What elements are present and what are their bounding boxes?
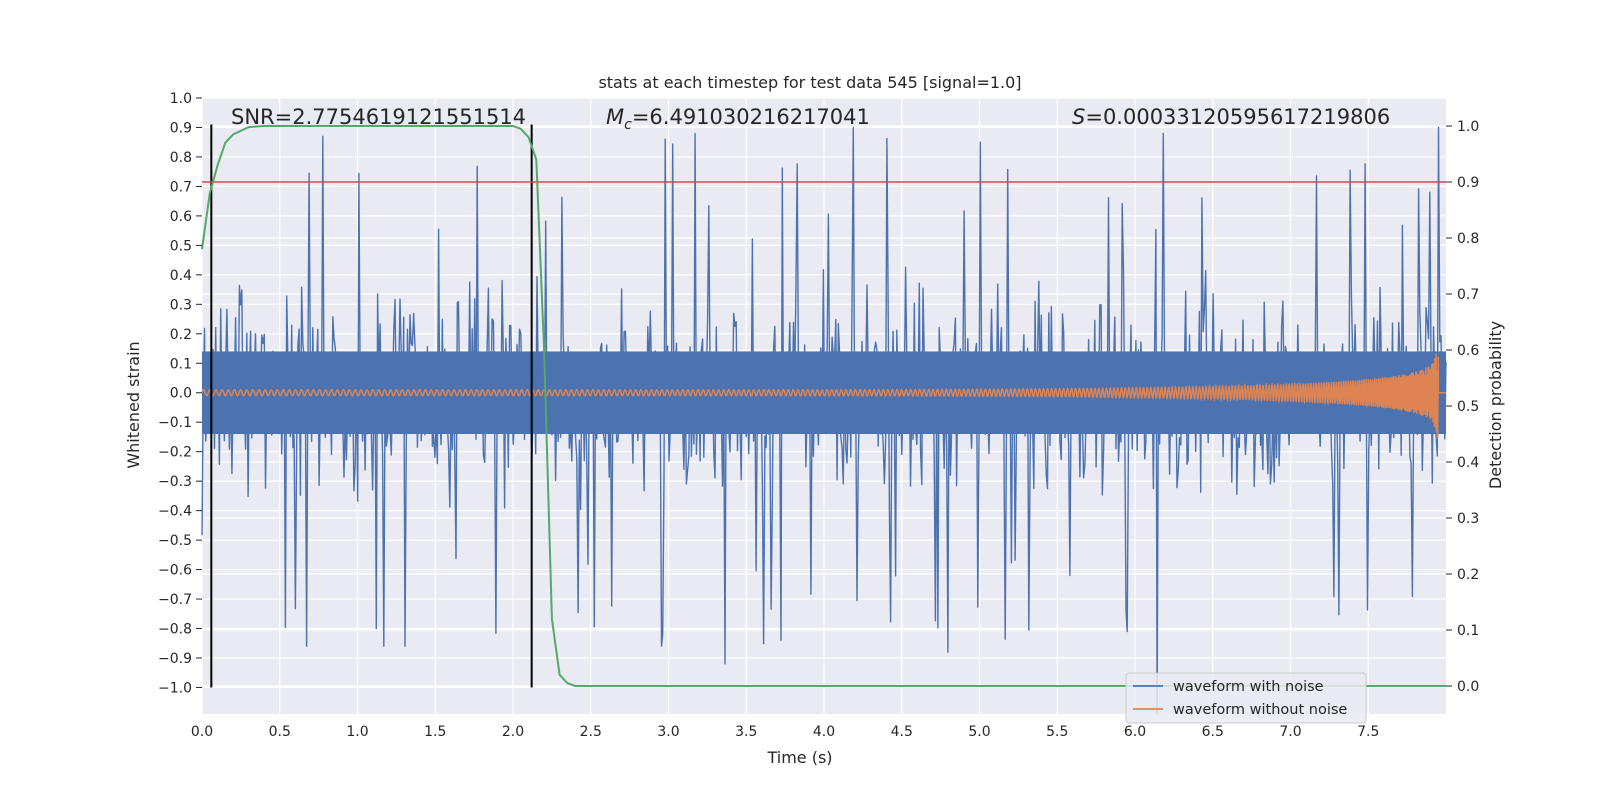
x-tick-label: 3.0 xyxy=(657,724,679,740)
y2-tick-label: 0.8 xyxy=(1457,231,1479,247)
y2-tick-label: 0.4 xyxy=(1457,455,1479,471)
clean-line xyxy=(201,353,1446,439)
y-tick-label: 0.5 xyxy=(170,238,192,254)
series-detection-probability xyxy=(201,125,1446,687)
y2-tick-label: 0.0 xyxy=(1457,679,1479,695)
y-tick-label: 1.0 xyxy=(170,91,192,107)
x-tick-label: 7.0 xyxy=(1279,724,1301,740)
probability-line xyxy=(201,125,1446,687)
annotation-chirp-mass-value: =6.491030216217041 xyxy=(632,105,870,129)
annotation-snr: SNR=2.7754619121551514 xyxy=(231,105,526,129)
y2-tick-label: 0.3 xyxy=(1457,511,1479,527)
legend-label-noise: waveform with noise xyxy=(1173,679,1324,695)
y-tick-label: −0.1 xyxy=(158,415,192,431)
y-tick-label: −0.9 xyxy=(158,651,192,667)
x-tick-label: 4.0 xyxy=(813,724,835,740)
y2-tick-label: 0.6 xyxy=(1457,343,1479,359)
x-tick-label: 5.0 xyxy=(968,724,990,740)
x-tick-label: 1.5 xyxy=(424,724,446,740)
x-axis-ticks: 0.0 0.5 1.0 1.5 2.0 2.5 3.0 3.5 4.0 4.5 5.0 5.5 6.0 6… xyxy=(191,724,1380,740)
annotation-significance: S=0.00033120595617219806 xyxy=(1072,105,1390,129)
y-tick-label: 0.0 xyxy=(170,386,192,402)
series-waveform-without-noise xyxy=(201,353,1446,439)
y-tick-label: 0.2 xyxy=(170,327,192,343)
vertical-markers xyxy=(210,124,533,688)
x-tick-label: 3.5 xyxy=(735,724,757,740)
y-tick-label: 0.1 xyxy=(170,356,192,372)
chart-title: stats at each timestep for test data 545… xyxy=(598,73,1021,92)
annotation-significance-value: =0.00033120595617219806 xyxy=(1085,105,1390,129)
y-tick-label: −0.3 xyxy=(158,474,192,490)
y-tick-label: −0.2 xyxy=(158,445,192,461)
y-tick-label: 0.6 xyxy=(170,209,192,225)
x-tick-label: 0.0 xyxy=(191,724,213,740)
annotation-chirp-mass: Mc=6.491030216217041 xyxy=(606,105,870,133)
x-tick-label: 6.5 xyxy=(1202,724,1224,740)
y2-tick-label: 0.1 xyxy=(1457,623,1479,639)
y-tick-label: 0.3 xyxy=(170,297,192,313)
x-tick-label: 2.0 xyxy=(502,724,524,740)
x-tick-label: 2.5 xyxy=(580,724,602,740)
y-tick-label: −0.5 xyxy=(158,533,192,549)
y2-tick-label: 0.7 xyxy=(1457,287,1479,303)
y-tick-label: −0.8 xyxy=(158,622,192,638)
legend-label-clean: waveform without noise xyxy=(1173,702,1347,718)
y2-tick-label: 0.5 xyxy=(1457,399,1479,415)
legend: waveform with noise waveform without noi… xyxy=(1125,672,1367,724)
annotation-chirp-mass-subscript: c xyxy=(624,117,632,133)
y-tick-label: −0.7 xyxy=(158,592,192,608)
x-tick-label: 1.0 xyxy=(346,724,368,740)
y2-tick-label: 1.0 xyxy=(1457,119,1479,135)
annotation-significance-symbol: S xyxy=(1072,105,1085,129)
y-axis-label: Whitened strain xyxy=(124,341,143,468)
y-axis-ticks: 1.0 0.9 0.8 0.7 0.6 0.5 0.4 0.3 0.2 0.1 0.0 −0.1 −0.… xyxy=(158,91,202,696)
x-tick-label: 6.0 xyxy=(1124,724,1146,740)
y-tick-label: 0.7 xyxy=(170,179,192,195)
y2-tick-label: 0.9 xyxy=(1457,175,1479,191)
x-tick-label: 0.5 xyxy=(269,724,291,740)
y-tick-label: −0.4 xyxy=(158,504,192,520)
y2-tick-label: 0.2 xyxy=(1457,567,1479,583)
noise-line xyxy=(201,126,1447,715)
y-tick-label: 0.4 xyxy=(170,268,192,284)
x-axis-label: Time (s) xyxy=(766,748,832,767)
x-tick-label: 4.5 xyxy=(891,724,913,740)
annotation-chirp-mass-symbol: M xyxy=(606,105,624,129)
y2-axis-ticks: 1.0 0.9 0.8 0.7 0.6 0.5 0.4 0.3 0.2 0.1 0.0 xyxy=(1446,119,1479,695)
y-tick-label: 0.8 xyxy=(170,150,192,166)
x-tick-label: 5.5 xyxy=(1046,724,1068,740)
y2-axis-label: Detection probability xyxy=(1486,321,1505,489)
y-tick-label: 0.9 xyxy=(170,120,192,136)
legend-box xyxy=(1125,672,1367,724)
y-tick-label: −0.6 xyxy=(158,563,192,579)
y-tick-label: −1.0 xyxy=(158,680,192,696)
x-tick-label: 7.5 xyxy=(1357,724,1379,740)
